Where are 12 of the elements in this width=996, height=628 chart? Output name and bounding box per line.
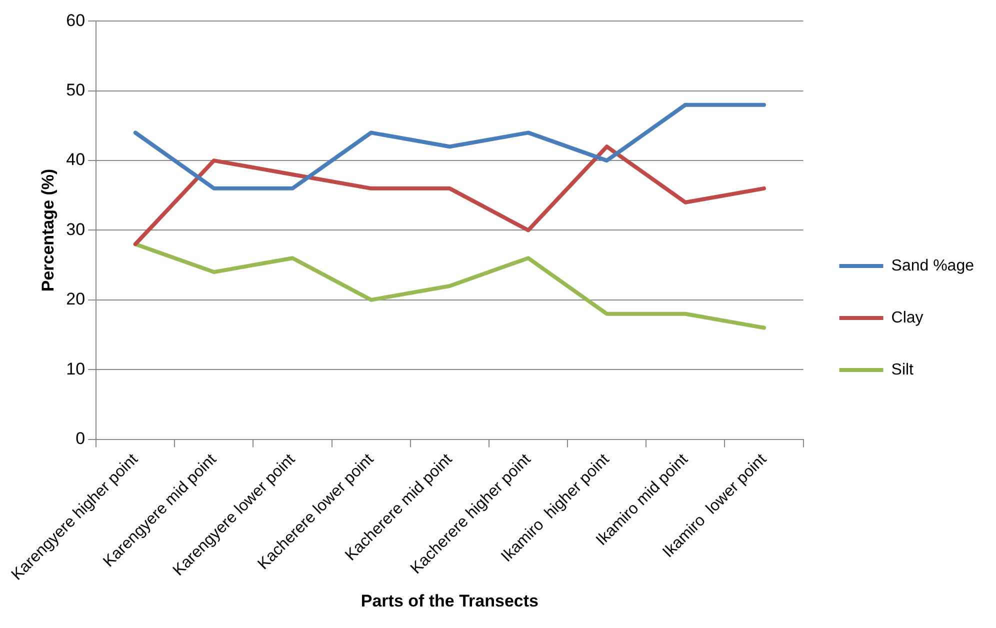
y-tick-label: 0 [76, 428, 86, 448]
y-tick-label: 20 [66, 290, 86, 309]
legend-label: Silt [891, 361, 914, 378]
legend-label: Clay [891, 309, 924, 326]
x-axis-title: Parts of the Transects [360, 591, 538, 610]
y-axis-title: Percentage (%) [38, 168, 58, 292]
y-tick-label: 50 [66, 80, 86, 100]
y-tick-label: 60 [66, 10, 86, 30]
y-tick-label: 30 [66, 220, 86, 239]
legend-label: Sand %age [891, 257, 974, 274]
y-tick-label: 40 [66, 150, 86, 170]
y-tick-label: 10 [66, 359, 86, 378]
